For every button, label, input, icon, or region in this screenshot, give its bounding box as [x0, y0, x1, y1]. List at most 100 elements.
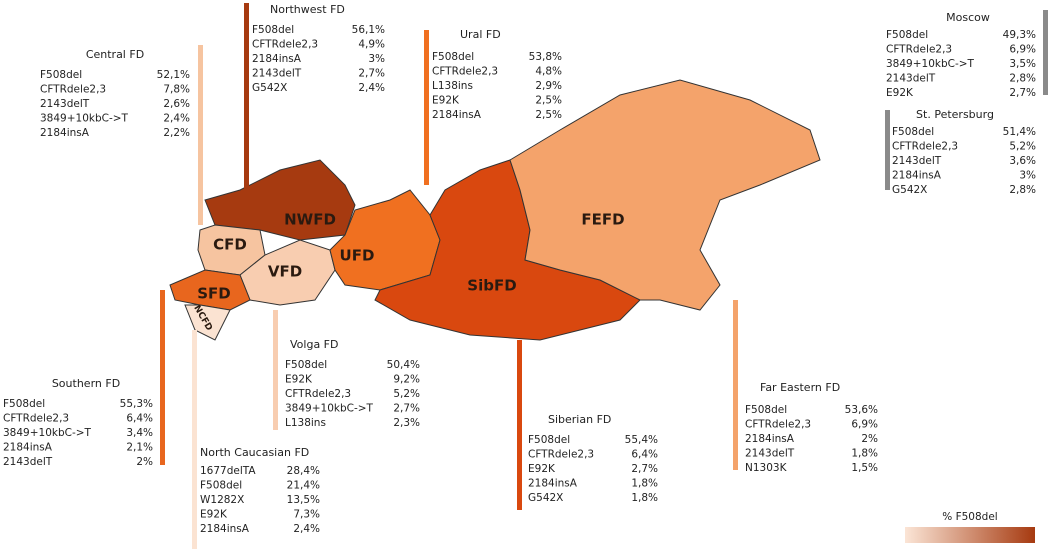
mutation-name: 2143delT	[892, 155, 942, 167]
mutation-frequency: 56,1%	[352, 24, 385, 36]
mutation-frequency: 2,6%	[163, 98, 190, 110]
map-label: VFD	[268, 263, 302, 281]
mutation-name: 2184insA	[40, 127, 90, 139]
region-title: St. Petersburg	[916, 108, 994, 121]
mutation-frequency: 2,5%	[535, 95, 562, 107]
mutation-name: CFTRdele2,3	[285, 388, 351, 400]
mutation-name: F508del	[285, 359, 327, 371]
mutation-name: F508del	[528, 434, 570, 446]
mutation-name: 2184insA	[528, 478, 578, 490]
mutation-frequency: 7,3%	[293, 509, 320, 521]
mutation-frequency: 2,3%	[393, 417, 420, 429]
mutation-frequency: 1,8%	[851, 448, 878, 460]
mutation-frequency: 3,5%	[1009, 58, 1036, 70]
mutation-name: W1282X	[200, 494, 244, 506]
map-label: UFD	[340, 247, 375, 265]
mutation-name: CFTRdele2,3	[892, 141, 958, 153]
region-title: Southern FD	[52, 377, 120, 390]
mutation-frequency: 9,2%	[393, 374, 420, 386]
mutation-name: 1677delTA	[200, 465, 256, 477]
mutation-name: N1303K	[745, 462, 788, 474]
mutation-name: E92K	[432, 95, 460, 107]
mutation-frequency: 2,4%	[293, 523, 320, 535]
region-title: Ural FD	[460, 28, 501, 41]
mutation-frequency: 2%	[136, 456, 153, 468]
mutation-frequency: 6,4%	[631, 449, 658, 461]
region-bar	[1043, 10, 1048, 95]
mutation-frequency: 2%	[861, 433, 878, 445]
region-bar	[517, 340, 522, 510]
mutation-frequency: 5,2%	[1009, 141, 1036, 153]
mutation-frequency: 2,8%	[1009, 184, 1036, 196]
legend-title: % F508del	[942, 511, 997, 523]
mutation-name: CFTRdele2,3	[3, 413, 69, 425]
mutation-frequency: 1,5%	[851, 462, 878, 474]
mutation-name: E92K	[886, 87, 914, 99]
region-title: Central FD	[86, 48, 144, 61]
region-title: North Caucasian FD	[200, 446, 309, 459]
mutation-name: F508del	[745, 404, 787, 416]
region-bar	[244, 3, 249, 190]
mutation-frequency: 52,1%	[157, 69, 190, 81]
map-label: CFD	[213, 236, 247, 254]
mutation-frequency: 2,5%	[535, 109, 562, 121]
mutation-frequency: 49,3%	[1003, 29, 1036, 41]
mutation-name: 2143delT	[3, 456, 53, 468]
mutation-name: CFTRdele2,3	[252, 39, 318, 51]
region-title: Siberian FD	[548, 413, 611, 426]
mutation-name: CFTRdele2,3	[745, 419, 811, 431]
mutation-frequency: 6,9%	[1009, 44, 1036, 56]
legend-gradient	[905, 527, 1035, 543]
mutation-frequency: 2,7%	[393, 403, 420, 415]
region-title: Moscow	[946, 11, 990, 24]
mutation-name: L138ins	[432, 80, 473, 92]
mutation-frequency: 2,1%	[126, 442, 153, 454]
mutation-frequency: 3,4%	[126, 427, 153, 439]
mutation-frequency: 51,4%	[1003, 126, 1036, 138]
mutation-frequency: 21,4%	[287, 480, 320, 492]
region-fefd	[509, 79, 821, 311]
mutation-name: 3849+10kbC->T	[40, 113, 129, 125]
mutation-name: 2184insA	[3, 442, 53, 454]
mutation-name: 2184insA	[745, 433, 795, 445]
mutation-name: F508del	[3, 398, 45, 410]
mutation-frequency: 2,4%	[358, 82, 385, 94]
mutation-frequency: 4,8%	[535, 66, 562, 78]
mutation-frequency: 53,8%	[529, 51, 562, 63]
mutation-name: G542X	[892, 184, 927, 196]
mutation-frequency: 50,4%	[387, 359, 420, 371]
mutation-frequency: 7,8%	[163, 84, 190, 96]
mutation-frequency: 3%	[1019, 170, 1036, 182]
mutation-frequency: 1,8%	[631, 492, 658, 504]
mutation-name: CFTRdele2,3	[528, 449, 594, 461]
mutation-name: 2184insA	[252, 53, 302, 65]
region-ncfd	[184, 304, 231, 341]
mutation-frequency: 3,6%	[1009, 155, 1036, 167]
region-bar	[198, 45, 203, 225]
mutation-name: 2184insA	[892, 170, 942, 182]
mutation-frequency: 1,8%	[631, 478, 658, 490]
mutation-name: E92K	[528, 463, 556, 475]
mutation-name: F508del	[252, 24, 294, 36]
mutation-name: CFTRdele2,3	[886, 44, 952, 56]
mutation-frequency: 2,7%	[358, 68, 385, 80]
mutation-name: G542X	[252, 82, 287, 94]
mutation-name: 2184insA	[432, 109, 482, 121]
mutation-name: 2143delT	[40, 98, 90, 110]
mutation-name: L138ins	[285, 417, 326, 429]
mutation-frequency: 2,8%	[1009, 73, 1036, 85]
mutation-frequency: 6,4%	[126, 413, 153, 425]
mutation-frequency: 55,4%	[625, 434, 658, 446]
mutation-frequency: 6,9%	[851, 419, 878, 431]
mutation-frequency: 2,7%	[1009, 87, 1036, 99]
map-label: SibFD	[467, 277, 516, 295]
mutation-name: 2143delT	[252, 68, 302, 80]
mutation-frequency: 5,2%	[393, 388, 420, 400]
region-bar	[192, 330, 197, 549]
mutation-name: F508del	[892, 126, 934, 138]
map-label: FEFD	[581, 211, 624, 229]
mutation-frequency: 13,5%	[287, 494, 320, 506]
mutation-name: 2143delT	[886, 73, 936, 85]
russia-map	[169, 79, 821, 341]
region-sfd	[169, 269, 251, 311]
